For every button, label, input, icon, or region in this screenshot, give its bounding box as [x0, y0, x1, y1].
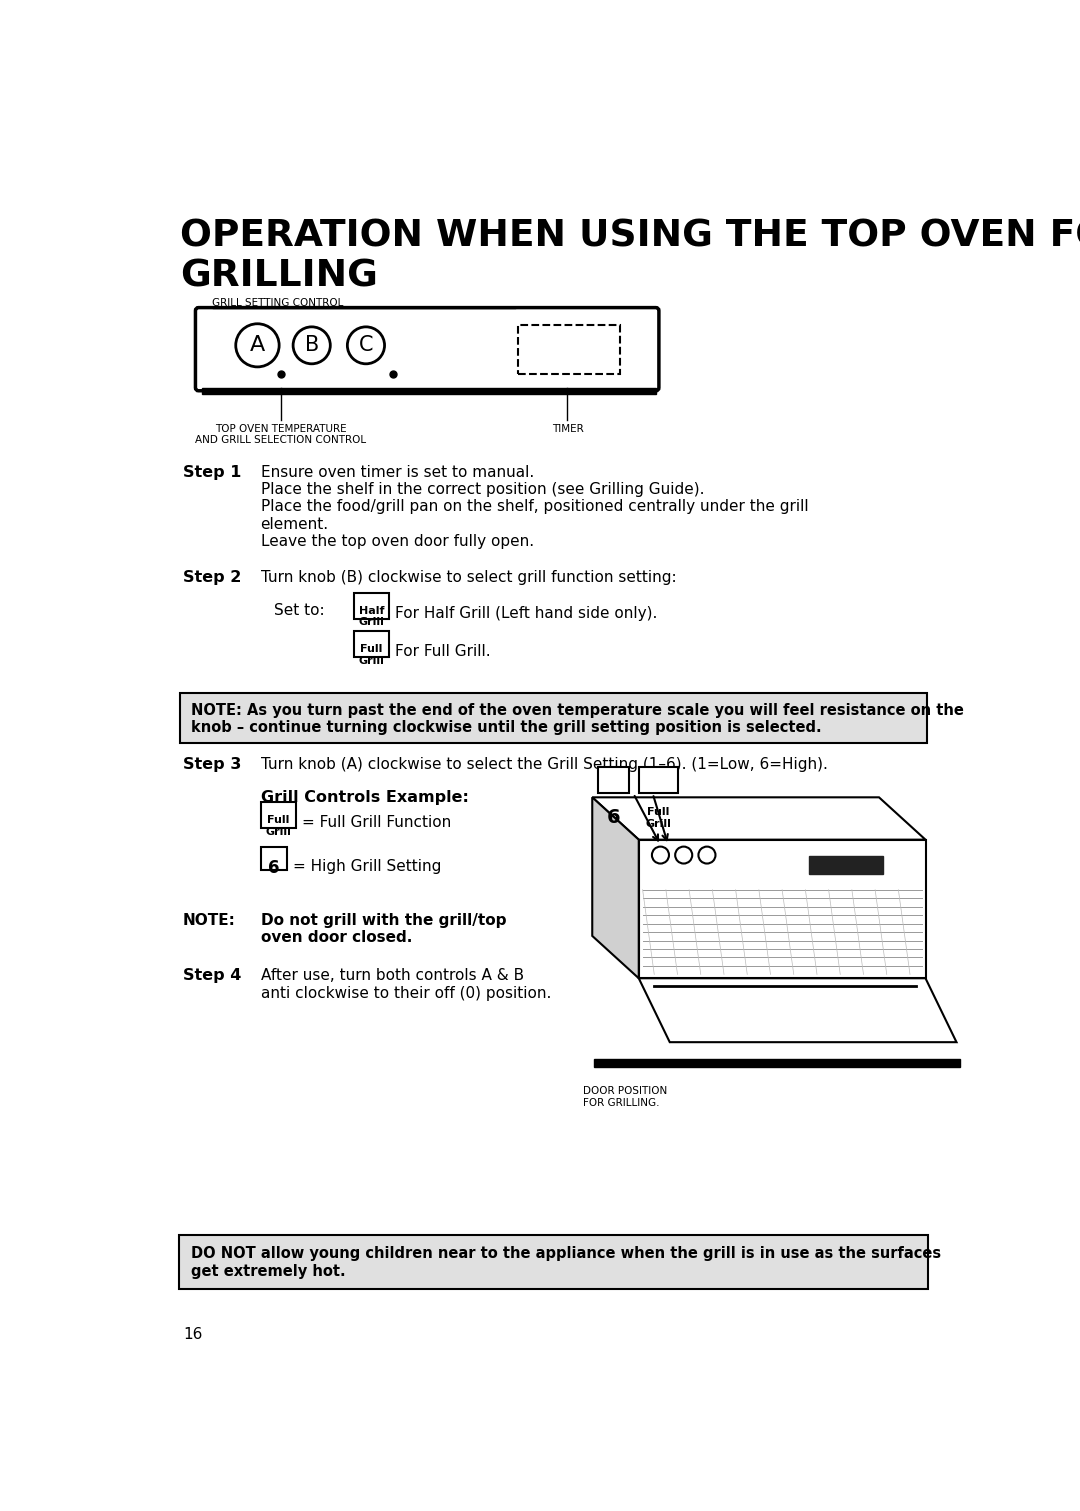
Bar: [809, 855, 882, 875]
Text: Ensure oven timer is set to manual.
Place the shelf in the correct position (see: Ensure oven timer is set to manual. Plac…: [260, 465, 808, 550]
Bar: [353, 592, 389, 618]
Text: A: A: [249, 335, 265, 355]
Text: Full
Grill: Full Grill: [645, 807, 671, 830]
Circle shape: [699, 846, 715, 864]
Circle shape: [652, 846, 669, 864]
Bar: [353, 632, 389, 657]
Text: Grill Controls Example:: Grill Controls Example:: [260, 790, 469, 805]
Text: Full
Grill: Full Grill: [359, 644, 384, 666]
Polygon shape: [638, 978, 957, 1043]
Polygon shape: [594, 1059, 960, 1067]
Text: 16: 16: [183, 1327, 202, 1342]
Bar: [260, 848, 287, 870]
Text: = High Grill Setting: = High Grill Setting: [293, 858, 442, 873]
Polygon shape: [638, 840, 926, 978]
FancyBboxPatch shape: [517, 325, 620, 373]
Text: TIMER: TIMER: [552, 425, 583, 434]
Circle shape: [293, 326, 330, 364]
Text: 6: 6: [607, 808, 621, 827]
Bar: [598, 768, 630, 793]
Text: OPERATION WHEN USING THE TOP OVEN FOR: OPERATION WHEN USING THE TOP OVEN FOR: [180, 218, 1080, 254]
Text: = Full Grill Function: = Full Grill Function: [301, 814, 450, 830]
Circle shape: [348, 326, 384, 364]
Text: Step 3: Step 3: [183, 757, 242, 772]
FancyBboxPatch shape: [179, 1236, 928, 1289]
FancyBboxPatch shape: [180, 692, 927, 742]
Text: After use, turn both controls A & B
anti clockwise to their off (0) position.: After use, turn both controls A & B anti…: [260, 969, 551, 1000]
Text: For Full Grill.: For Full Grill.: [394, 644, 490, 659]
Text: Step 1: Step 1: [183, 465, 242, 479]
Text: Full
Grill: Full Grill: [266, 814, 292, 837]
Text: 6: 6: [268, 858, 280, 876]
Text: Step 4: Step 4: [183, 969, 242, 984]
Polygon shape: [592, 798, 638, 978]
Polygon shape: [592, 798, 926, 840]
FancyBboxPatch shape: [195, 308, 659, 391]
Text: GRILL SETTING CONTROL: GRILL SETTING CONTROL: [213, 298, 343, 308]
Bar: [202, 388, 656, 394]
Text: NOTE: As you turn past the end of the oven temperature scale you will feel resis: NOTE: As you turn past the end of the ov…: [191, 703, 963, 734]
Circle shape: [235, 323, 279, 367]
Text: C: C: [359, 335, 374, 355]
Text: TOP OVEN TEMPERATURE
AND GRILL SELECTION CONTROL: TOP OVEN TEMPERATURE AND GRILL SELECTION…: [195, 425, 366, 446]
Text: Turn knob (A) clockwise to select the Grill Setting (1–6). (1=Low, 6=High).: Turn knob (A) clockwise to select the Gr…: [260, 757, 827, 772]
Text: GRILLING: GRILLING: [180, 258, 378, 295]
Text: Set to:: Set to:: [274, 603, 325, 618]
Bar: [638, 768, 677, 793]
Text: DOOR POSITION
FOR GRILLING.: DOOR POSITION FOR GRILLING.: [583, 1086, 667, 1108]
Text: Step 2: Step 2: [183, 570, 242, 585]
Circle shape: [675, 846, 692, 864]
Text: For Half Grill (Left hand side only).: For Half Grill (Left hand side only).: [394, 606, 657, 621]
Bar: [260, 802, 296, 828]
Text: NOTE:: NOTE:: [183, 913, 235, 928]
Text: DO NOT allow young children near to the appliance when the grill is in use as th: DO NOT allow young children near to the …: [191, 1247, 941, 1278]
Text: Do not grill with the grill/top
oven door closed.: Do not grill with the grill/top oven doo…: [260, 913, 507, 946]
Text: Half
Grill: Half Grill: [359, 606, 384, 627]
Text: B: B: [305, 335, 319, 355]
Text: Turn knob (B) clockwise to select grill function setting:: Turn knob (B) clockwise to select grill …: [260, 570, 676, 585]
